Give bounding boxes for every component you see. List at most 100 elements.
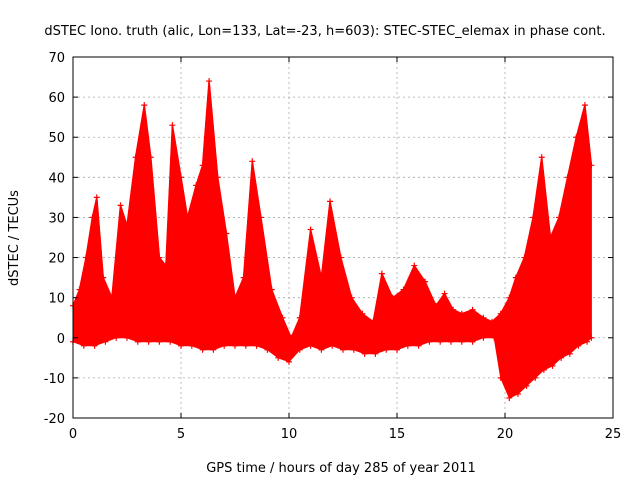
data-point-marker <box>564 174 571 181</box>
data-point-marker <box>437 338 444 345</box>
data-point-marker <box>178 342 184 349</box>
data-point-marker <box>383 346 390 353</box>
data-point-marker <box>394 346 400 353</box>
plot-border <box>72 56 614 419</box>
data-point-marker <box>184 214 191 221</box>
data-point-marker <box>232 294 238 301</box>
data-point-marker <box>588 162 595 169</box>
data-point-marker <box>512 274 519 281</box>
data-point-marker <box>372 350 379 357</box>
data-point-marker <box>480 334 487 341</box>
data-point-marker <box>124 222 130 229</box>
data-point-marker <box>361 350 368 357</box>
data-point-marker <box>178 174 184 181</box>
data-point-marker <box>206 78 213 85</box>
data-point-marker <box>100 274 107 281</box>
data-point-marker <box>389 294 396 301</box>
data-point-marker <box>318 274 325 281</box>
data-point-marker <box>469 306 476 313</box>
data-point-marker <box>506 294 513 301</box>
y-axis-title: dSTEC / TECUs <box>7 190 22 286</box>
data-point-marker <box>268 286 275 293</box>
data-point-marker <box>257 214 264 221</box>
x-tick-label: 15 <box>389 427 406 442</box>
data-point-marker <box>370 318 377 325</box>
data-point-marker <box>538 154 545 161</box>
data-point-marker <box>199 162 206 169</box>
data-point-marker <box>337 254 344 261</box>
data-point-marker <box>221 342 228 349</box>
data-point-marker <box>141 102 148 109</box>
x-tick-label: 0 <box>69 427 77 442</box>
data-point-marker <box>556 214 562 221</box>
data-point-marker <box>307 342 314 349</box>
data-point-marker <box>76 286 83 293</box>
y-tick-label: 0 <box>57 332 65 347</box>
data-point-marker <box>199 346 206 353</box>
y-tick-label: 60 <box>48 91 65 106</box>
data-point-marker <box>448 338 454 345</box>
data-point-marker <box>279 314 286 321</box>
data-point-marker <box>113 334 120 341</box>
data-point-marker <box>523 382 530 389</box>
data-point-marker <box>124 334 130 341</box>
data-point-marker <box>359 310 366 317</box>
data-point-marker <box>532 374 539 381</box>
data-point-marker <box>426 338 433 345</box>
data-point-marker <box>547 234 554 241</box>
data-point-marker <box>566 350 573 357</box>
data-point-marker <box>450 306 457 313</box>
data-point-marker <box>581 102 588 109</box>
x-tick-label: 25 <box>605 427 622 442</box>
data-point-marker <box>489 318 496 325</box>
data-point-marker <box>296 314 303 321</box>
data-layer <box>70 78 595 401</box>
y-tick-label: 70 <box>48 51 65 66</box>
x-axis-title: GPS time / hours of day 285 of year 2011 <box>206 461 476 476</box>
data-point-marker <box>169 122 176 129</box>
data-point-marker <box>288 334 295 341</box>
data-point-marker <box>286 358 292 365</box>
data-point-marker <box>411 262 418 269</box>
series-band <box>72 81 592 399</box>
data-point-marker <box>404 342 411 349</box>
data-point-marker <box>491 334 498 341</box>
x-tick-label: 20 <box>497 427 514 442</box>
data-point-marker <box>348 294 355 301</box>
plot-frame <box>72 56 614 419</box>
data-point-marker <box>240 274 247 281</box>
data-point-marker <box>480 314 487 321</box>
data-point-marker <box>132 154 139 161</box>
data-point-marker <box>521 254 528 261</box>
data-point-marker <box>441 290 448 297</box>
data-point-marker <box>549 362 556 369</box>
data-point-marker <box>329 342 336 349</box>
tick-labels: 0 5 10 15 20 25 -20 -10 0 10 20 30 40 50 60 70 <box>44 51 622 442</box>
y-tick-label: 20 <box>48 252 65 267</box>
data-point-marker <box>275 354 282 361</box>
y-tick-label: 50 <box>48 131 65 146</box>
data-point-marker <box>530 214 537 221</box>
data-point-marker <box>134 338 141 345</box>
y-tick-label: 10 <box>48 292 65 307</box>
data-point-marker <box>540 366 547 373</box>
data-point-marker <box>145 338 152 345</box>
y-tick-label: -20 <box>44 412 65 427</box>
data-point-marker <box>102 338 109 345</box>
data-point-marker <box>108 294 115 301</box>
y-tick-label: 40 <box>48 171 65 186</box>
data-point-marker <box>162 262 169 269</box>
data-point-marker <box>307 226 314 233</box>
data-point-marker <box>588 334 595 341</box>
data-point-marker <box>210 346 217 353</box>
data-point-marker <box>573 134 580 141</box>
data-point-marker <box>82 254 89 261</box>
data-point-marker <box>497 310 504 317</box>
data-point-marker <box>584 338 591 345</box>
data-point-marker <box>91 342 98 349</box>
data-point-marker <box>223 230 230 237</box>
data-point-marker <box>214 174 221 181</box>
data-point-marker <box>117 202 124 209</box>
